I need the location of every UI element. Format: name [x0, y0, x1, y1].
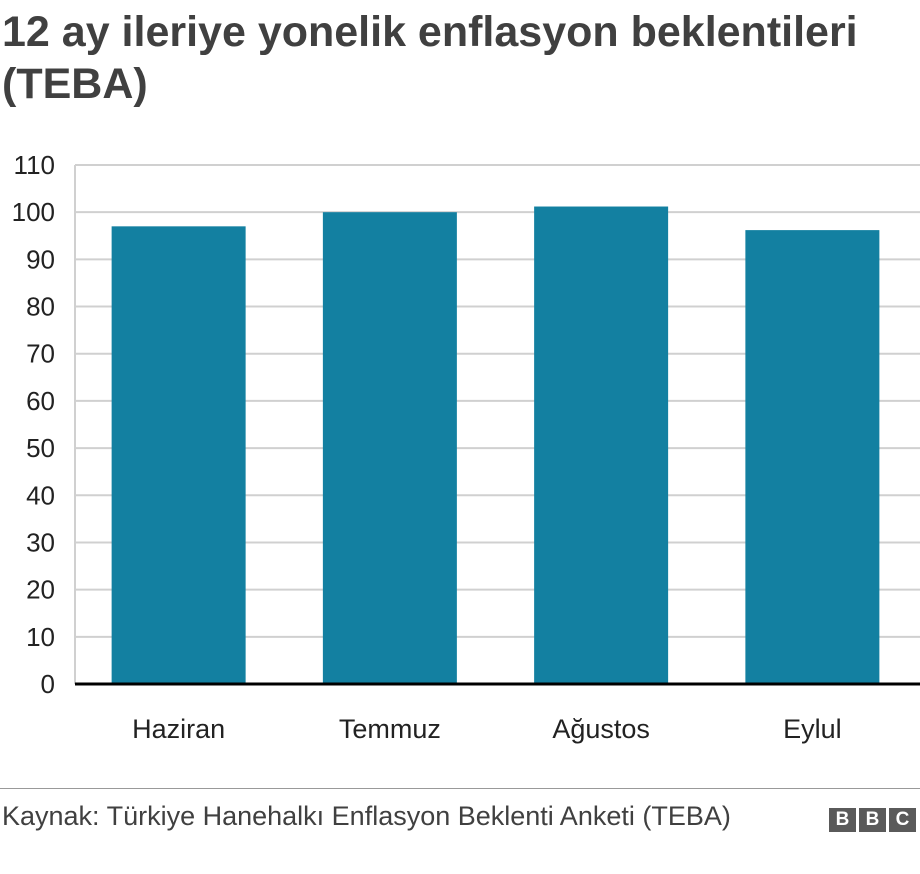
y-tick-label: 50	[26, 433, 55, 463]
bar	[322, 212, 457, 684]
y-tick-label: 90	[26, 244, 55, 274]
footer-divider	[0, 788, 920, 789]
x-tick-label: Ağustos	[552, 714, 650, 744]
bar-chart: 0 10 20 30 40 50 60 70 80 90 100 110 Haziran Temmuz A…	[12, 150, 920, 744]
source-note: Kaynak: Türkiye Hanehalkı Enflasyon Bekl…	[2, 801, 731, 831]
y-tick-label: 40	[26, 480, 55, 510]
y-tick-labels: 0 10 20 30 40 50 60 70 80 90 100 110	[12, 150, 55, 699]
bbc-logo: B B C	[829, 808, 916, 832]
x-tick-label: Temmuz	[339, 714, 441, 744]
chart-title: 12 ay ileriye yonelik enflasyon beklenti…	[2, 8, 858, 108]
y-tick-label: 20	[26, 575, 55, 605]
bbc-logo-letter: B	[859, 808, 886, 832]
y-tick-label: 0	[41, 669, 55, 699]
x-tick-label: Haziran	[132, 714, 225, 744]
x-tick-label: Eylul	[783, 714, 842, 744]
y-tick-label: 110	[14, 150, 55, 180]
y-tick-label: 70	[26, 339, 55, 369]
y-tick-label: 30	[26, 527, 55, 557]
bbc-logo-letter: B	[829, 808, 856, 832]
bars	[111, 206, 880, 684]
bar	[745, 230, 880, 684]
y-tick-label: 100	[12, 197, 55, 227]
y-tick-label: 80	[26, 292, 55, 322]
y-tick-label: 60	[26, 386, 55, 416]
bar	[534, 206, 669, 684]
bar	[111, 226, 246, 684]
x-tick-labels: Haziran Temmuz Ağustos Eylul	[132, 714, 842, 744]
bbc-logo-letter: C	[889, 808, 916, 832]
y-tick-label: 10	[26, 622, 55, 652]
